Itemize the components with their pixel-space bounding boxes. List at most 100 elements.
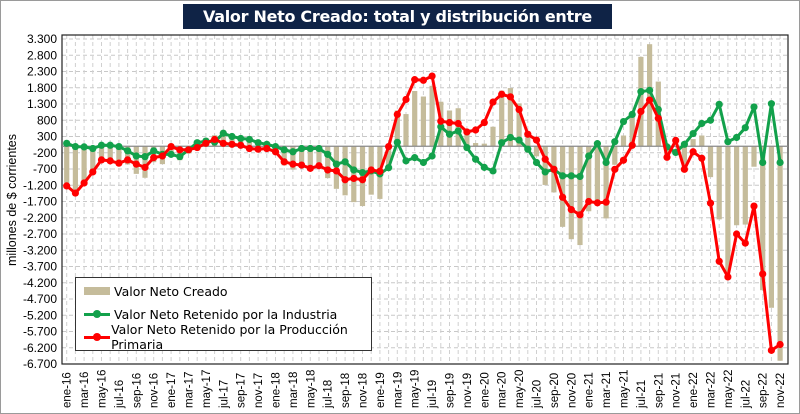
bar-vnc [446, 110, 453, 147]
point-industria [680, 140, 689, 148]
legend-swatch-red-line [84, 328, 110, 346]
bar-vnc [725, 146, 731, 273]
point-primaria [298, 161, 306, 169]
point-primaria [550, 165, 558, 173]
bar-vnc [647, 44, 653, 147]
legend-item-vnc: Valor Neto Creado [84, 282, 228, 300]
y-tick-label: -5.200 [23, 308, 57, 322]
y-axis-title: millones de $ corrientes [5, 134, 19, 266]
x-tick-label: may-17 [201, 370, 213, 408]
x-tick-label: mar-19 [392, 372, 404, 408]
x-tick-label: may-18 [305, 370, 317, 408]
point-primaria [71, 189, 79, 197]
bar-vnc [577, 146, 583, 246]
y-tick-label: -700 [33, 162, 57, 176]
bar-vnc [707, 146, 714, 178]
point-primaria [663, 153, 671, 161]
point-primaria [567, 206, 575, 214]
point-primaria [184, 146, 193, 154]
point-primaria [332, 167, 340, 175]
x-tick-label: jul-19 [427, 380, 439, 409]
point-primaria [402, 95, 410, 104]
point-industria [254, 139, 262, 147]
point-industria [385, 164, 393, 172]
point-primaria [237, 141, 245, 149]
point-industria [228, 132, 236, 141]
point-primaria [515, 105, 523, 114]
point-industria [271, 142, 280, 151]
bar-vnc [220, 130, 226, 147]
bar-vnc [533, 146, 540, 157]
bar-vnc [699, 135, 705, 147]
x-tick-label: ene-20 [479, 372, 491, 408]
bar-vnc [299, 146, 305, 168]
point-primaria [280, 158, 288, 166]
point-industria [741, 124, 749, 132]
x-tick-label: may-20 [514, 370, 526, 408]
x-tick-label: nov-18 [358, 373, 370, 408]
point-primaria [733, 230, 741, 238]
bar-vnc [342, 146, 348, 196]
point-primaria [341, 176, 349, 184]
point-industria [619, 117, 628, 126]
bar-vnc [768, 146, 774, 308]
x-tick-label: jul-20 [532, 380, 544, 409]
y-tick-label: 1.300 [27, 97, 57, 111]
x-tick-label: mar-16 [79, 372, 91, 408]
point-primaria [141, 163, 149, 171]
y-tick-label: -2.200 [23, 211, 57, 225]
point-industria [237, 134, 245, 143]
point-primaria [167, 142, 175, 151]
point-primaria [680, 165, 689, 173]
point-primaria [263, 144, 271, 153]
y-tick-label: 1.800 [27, 81, 57, 95]
point-industria [767, 100, 776, 108]
bar-vnc [429, 85, 435, 147]
point-industria [315, 144, 323, 153]
point-industria [428, 152, 436, 160]
point-industria [689, 129, 697, 138]
point-industria [71, 142, 79, 151]
bar-vnc [316, 146, 322, 169]
point-industria [80, 143, 88, 151]
y-tick-label: -6.700 [23, 357, 57, 371]
x-tick-label: jul-22 [740, 380, 752, 409]
bar-vnc [568, 146, 574, 240]
point-industria [124, 147, 132, 155]
point-industria [393, 138, 401, 146]
x-tick-label: may-16 [97, 370, 109, 408]
point-industria [567, 172, 575, 180]
point-industria [176, 153, 184, 161]
y-tick-label: -1.200 [23, 178, 57, 192]
point-primaria [115, 159, 123, 167]
bar-vnc [586, 146, 592, 212]
x-tick-label: nov-17 [253, 373, 265, 408]
point-industria [759, 158, 767, 167]
bar-vnc [168, 146, 174, 155]
point-primaria [176, 146, 184, 154]
point-primaria [385, 142, 393, 151]
point-industria [646, 86, 654, 94]
point-industria [358, 168, 367, 177]
point-industria [132, 152, 140, 160]
legend: Valor Neto Creado Valor Neto Retenido po… [75, 277, 372, 352]
bar-vnc [542, 146, 548, 185]
y-tick-label: 300 [37, 130, 57, 144]
point-primaria [776, 340, 784, 349]
point-primaria [532, 136, 541, 144]
bar-vnc [525, 137, 531, 147]
legend-swatch-green-line [84, 305, 110, 323]
x-tick-label: jul-16 [114, 380, 126, 409]
point-primaria [741, 239, 749, 247]
point-primaria [506, 93, 514, 101]
point-primaria [480, 118, 488, 127]
bar-vnc [98, 146, 105, 159]
bar-vnc [394, 110, 400, 147]
x-tick-label: mar-21 [601, 372, 613, 408]
x-tick-label: sep-17 [236, 373, 248, 408]
point-primaria [358, 176, 367, 184]
point-industria [454, 127, 462, 135]
point-primaria [411, 76, 419, 84]
bar-vnc [603, 146, 609, 219]
point-industria [750, 103, 758, 111]
